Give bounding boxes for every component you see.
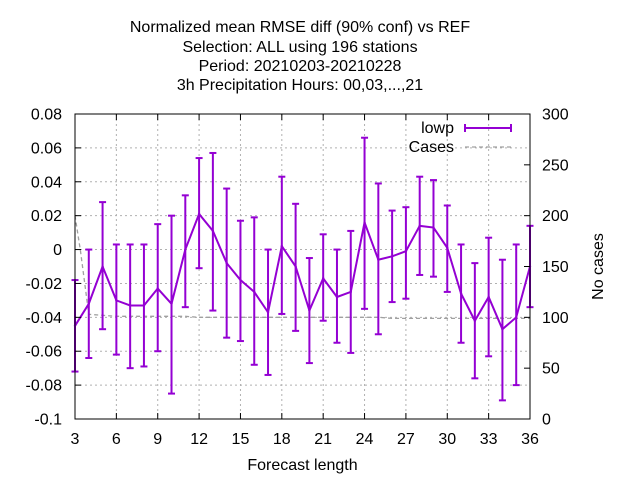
y2-tick-label: 150 [542, 259, 569, 276]
chart-title-line-4: 3h Precipitation Hours: 00,03,...,21 [177, 77, 423, 94]
lowp-point [156, 287, 159, 290]
lowp-line [74, 212, 531, 331]
y-tick-label: -0.08 [26, 378, 63, 395]
lowp-point [418, 224, 421, 228]
x-axis-label: Forecast length [247, 457, 357, 474]
lowp-point [377, 258, 380, 261]
lowp-point [87, 302, 90, 305]
x-tick-label: 36 [521, 431, 539, 448]
x-tick-label: 18 [273, 431, 291, 448]
y2-axis-label: No cases [590, 233, 607, 300]
lowp-point [128, 304, 132, 307]
lowp-point [515, 316, 518, 319]
cases-series [74, 215, 530, 320]
lowp-point [473, 319, 477, 322]
x-tick-label: 24 [356, 431, 374, 448]
y2-tick-label: 300 [542, 107, 569, 124]
axis-ticks: 3 6 9 12 15 18 21 24 27 30 33 36-0.1-0.08-0.06-0.04… [26, 107, 569, 449]
lowp-point [501, 327, 504, 331]
lowp-point [115, 299, 118, 302]
y2-tick-label: 250 [542, 157, 569, 174]
lowp-point [184, 248, 187, 251]
lowp-point [335, 295, 339, 299]
y-tick-label: -0.04 [26, 310, 63, 327]
lowp-point [101, 265, 104, 268]
x-tick-label: 30 [438, 431, 456, 448]
legend-label-lowp: lowp [421, 120, 454, 137]
cases-line [74, 215, 530, 320]
lowp-point [308, 309, 311, 312]
lowp-point [280, 244, 284, 248]
y-tick-label: 0 [53, 242, 62, 259]
x-tick-label: 6 [112, 431, 121, 448]
lowp-point [390, 255, 394, 258]
lowp-point [142, 304, 146, 307]
lowp-point [197, 212, 201, 216]
x-tick-label: 21 [314, 431, 332, 448]
lowp-point [363, 221, 366, 224]
lowp-point [459, 292, 463, 295]
x-tick-label: 9 [153, 431, 162, 448]
y-tick-label: 0.08 [31, 107, 62, 124]
chart-title-line-3: Period: 20210203-20210228 [199, 58, 402, 75]
x-tick-label: 33 [480, 431, 498, 448]
chart-title-line-2: Selection: ALL using 196 stations [182, 39, 417, 56]
lowp-point [170, 302, 173, 305]
lowp-point [349, 290, 352, 294]
lowp-point [404, 250, 408, 253]
lowp-point [253, 290, 256, 294]
lowp-point [321, 277, 325, 280]
x-tick-label: 3 [71, 431, 80, 448]
legend-sample-lowp [464, 124, 512, 132]
y2-tick-label: 0 [542, 412, 551, 429]
lowp-point [294, 265, 297, 268]
legend: lowp Cases [409, 120, 512, 156]
lowp-point [239, 278, 242, 282]
x-tick-label: 12 [190, 431, 208, 448]
y-tick-label: 0.02 [31, 208, 62, 225]
y-tick-label: -0.1 [34, 412, 62, 429]
chart-title: Normalized mean RMSE diff (90% conf) vs … [130, 19, 470, 94]
y-tick-label: -0.02 [26, 276, 63, 293]
lowp-point [211, 229, 215, 233]
x-tick-label: 15 [232, 431, 250, 448]
lowp-point [446, 246, 449, 250]
chart-title-line-1: Normalized mean RMSE diff (90% conf) vs … [130, 19, 470, 36]
lowp-point [487, 295, 490, 299]
y-tick-label: 0.04 [31, 174, 62, 191]
x-tick-label: 27 [397, 431, 415, 448]
lowp-point [225, 261, 228, 265]
y2-tick-label: 200 [542, 208, 569, 225]
lowp-point [266, 311, 270, 314]
y2-tick-label: 100 [542, 310, 569, 327]
y-tick-label: -0.06 [26, 344, 63, 361]
legend-label-cases: Cases [409, 139, 454, 156]
lowp-series [71, 136, 534, 402]
y-tick-label: 0.06 [31, 140, 62, 157]
y2-tick-label: 50 [542, 361, 560, 378]
lowp-point [432, 226, 435, 229]
